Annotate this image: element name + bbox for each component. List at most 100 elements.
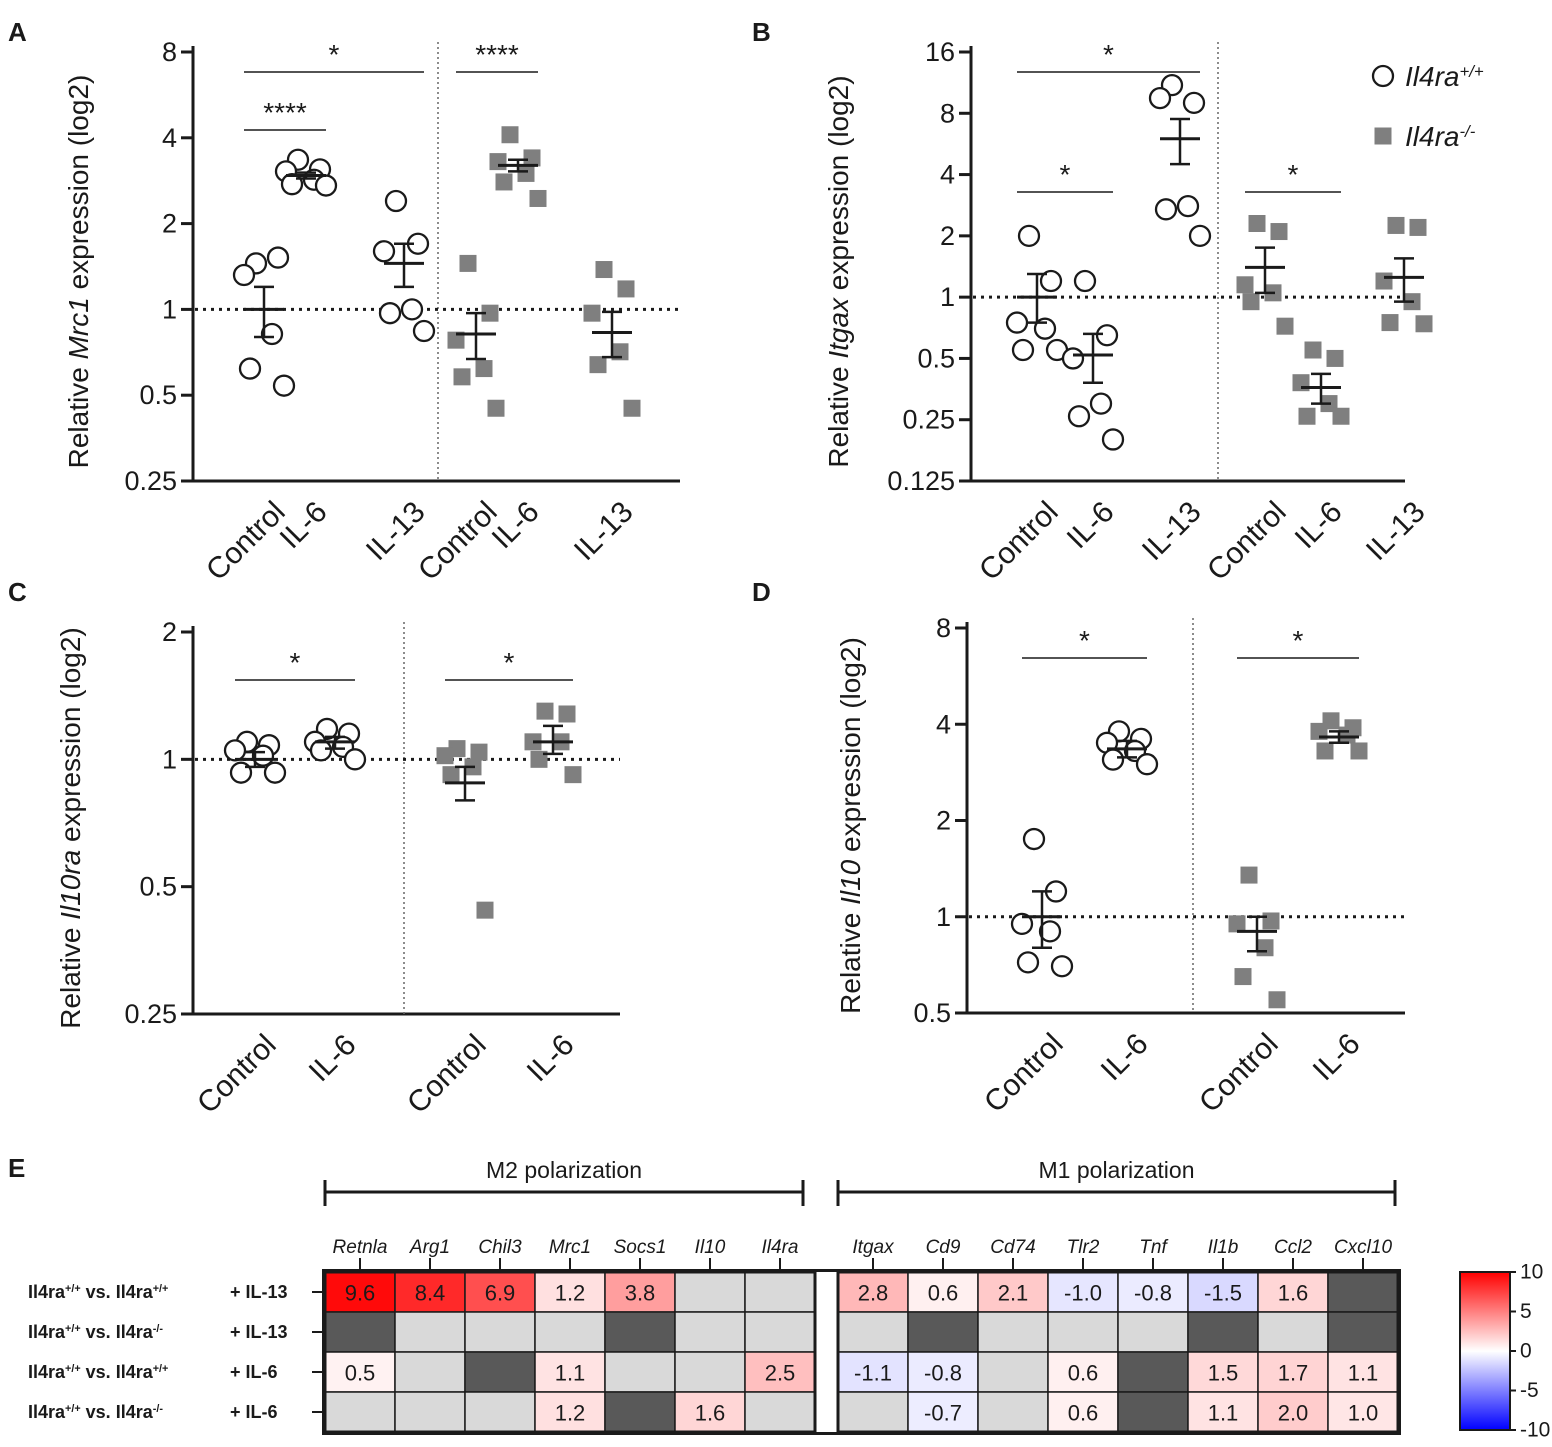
m1-gene-label: Il1b <box>1208 1237 1239 1258</box>
m1-cell <box>977 1311 1049 1353</box>
panel-a-label: A <box>8 17 27 47</box>
panel-b-significance-label: * <box>1103 39 1114 70</box>
m1-gene-label: Cd74 <box>990 1237 1035 1258</box>
panel-a-point <box>280 173 304 196</box>
m1-cell <box>1327 1351 1399 1393</box>
panel-a-point <box>495 173 513 191</box>
panel-d-point <box>1016 951 1040 974</box>
panel-a-point <box>400 298 424 321</box>
colorbar-tick-label: -10 <box>1520 1419 1550 1442</box>
panel-c-ytick-label: 1 <box>162 744 177 774</box>
heatmap-row-treatment: + IL-13 <box>230 1282 288 1302</box>
m2-cell <box>464 1351 536 1393</box>
m1-cell <box>1327 1311 1399 1353</box>
panel-d-point <box>1101 748 1125 771</box>
panel-c-point <box>442 766 460 784</box>
panel-d-ytick-label: 1 <box>936 902 951 932</box>
m2-cell <box>394 1391 466 1433</box>
m1-cell <box>1047 1351 1119 1393</box>
heatmap-row-label: Il4ra+/+ vs. Il4ra-/- <box>28 1322 163 1342</box>
panel-a-point <box>266 246 290 269</box>
panel-b-category-label: IL-13 <box>1360 495 1432 567</box>
panel-b-point <box>1182 91 1206 115</box>
panel-a-point <box>447 331 465 349</box>
heatmap-gap <box>815 1272 838 1432</box>
panel-c-point <box>470 743 488 761</box>
m1-cell-value: -0.8 <box>924 1361 962 1386</box>
panel-b-point <box>1326 349 1344 367</box>
panel-a-point <box>583 304 601 322</box>
m1-cell <box>1187 1391 1259 1433</box>
m2-cell <box>534 1271 606 1313</box>
panel-b-category-label: Control <box>1201 495 1293 587</box>
panel-c-point <box>476 901 494 919</box>
panel-b-point <box>1236 276 1254 294</box>
panel-b-point <box>1017 224 1041 248</box>
m1-cell <box>977 1351 1049 1393</box>
panel-a-point <box>529 189 547 207</box>
panel-a-category-label: IL-13 <box>568 495 640 567</box>
panel-b-point <box>1188 224 1212 248</box>
panel-a-ytick-label: 0.25 <box>124 466 177 496</box>
m2-cell-value: 1.2 <box>555 1281 586 1306</box>
panel-b-point <box>1067 405 1091 428</box>
panel-d-significance-label: * <box>1293 625 1304 656</box>
panel-d-point <box>1338 726 1356 744</box>
m1-frame <box>836 1270 1400 1434</box>
panel-b-significance-label: * <box>1060 159 1071 190</box>
heatmap-row-label: Il4ra+/+ vs. Il4ra+/+ <box>28 1282 168 1302</box>
panel-c-point <box>343 748 367 771</box>
panel-b-y-axis-title: Relative Itgax expression (log2) <box>823 75 854 467</box>
m2-cell <box>674 1311 746 1353</box>
panel-d-point <box>1050 955 1074 978</box>
m1-cell-value: 1.1 <box>1208 1401 1239 1426</box>
panel-a-ytick-label: 8 <box>162 37 177 67</box>
panel-b-ytick-label: 16 <box>925 37 955 67</box>
panel-d-point <box>1022 827 1046 851</box>
m1-cell <box>1117 1391 1189 1433</box>
panel-c-ytick-label: 0.5 <box>139 872 177 902</box>
panel-d-ytick-label: 8 <box>936 613 951 643</box>
m2-cell <box>604 1351 676 1393</box>
panel-a-category-label: Control <box>200 495 292 587</box>
m2-gene-label: Chil3 <box>478 1237 522 1258</box>
legend-wt-marker <box>1371 64 1395 88</box>
m2-gene-label: Retnla <box>333 1237 388 1258</box>
panel-d-y-axis-title: Relative Il10 expression (log2) <box>835 637 866 1014</box>
panel-a-point <box>617 280 635 298</box>
m1-cell <box>1187 1311 1259 1353</box>
panel-c-point <box>223 739 247 762</box>
panel-d-significance-label: * <box>1079 625 1090 656</box>
panel-c-category-label: Control <box>191 1028 283 1120</box>
panel-b-category-label: IL-6 <box>1289 495 1349 555</box>
panel-c-point <box>436 747 454 765</box>
m2-gene-label: Mrc1 <box>549 1237 591 1258</box>
panel-c-significance-label: * <box>290 647 301 678</box>
panel-b-point <box>1148 86 1172 110</box>
m2-cell-value: 3.8 <box>625 1281 656 1306</box>
m2-cell <box>744 1311 816 1353</box>
panel-d-point <box>1256 939 1274 957</box>
m1-gene-label: Cd9 <box>926 1237 961 1258</box>
m1-gene-label: Tlr2 <box>1067 1237 1100 1258</box>
panel-b-ytick-label: 0.125 <box>887 466 955 496</box>
m1-gene-label: Ccl2 <box>1274 1237 1312 1258</box>
panel-b-point <box>1154 198 1178 221</box>
panel-a-y-axis-title: Relative Mrc1 expression (log2) <box>63 75 94 469</box>
m2-cell-value: 0.5 <box>345 1361 376 1386</box>
panel-a-point <box>260 322 284 346</box>
panel-b-point <box>1101 428 1125 451</box>
panel-b-point <box>1304 341 1322 359</box>
m1-cell <box>1327 1271 1399 1313</box>
m1-cell-value: 1.0 <box>1348 1401 1379 1426</box>
heatmap-row-label: Il4ra+/+ vs. Il4ra-/- <box>28 1402 163 1422</box>
m2-cell-value: 1.2 <box>555 1401 586 1426</box>
panel-b-point <box>1270 223 1288 241</box>
panel-b-point <box>1039 269 1063 293</box>
panel-b-point <box>1381 314 1399 332</box>
m1-cell <box>1117 1311 1189 1353</box>
panel-b-point <box>1409 218 1427 236</box>
panel-a-point <box>378 302 402 325</box>
m1-cell-value: -0.8 <box>1134 1281 1172 1306</box>
m1-cell-value: 1.1 <box>1348 1361 1379 1386</box>
